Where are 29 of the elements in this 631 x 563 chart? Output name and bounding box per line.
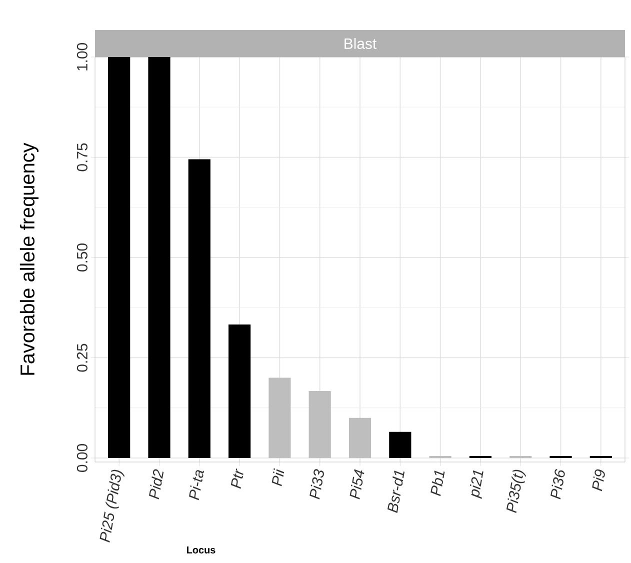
bar bbox=[348, 418, 372, 458]
x-tick-label: Pi25 (Pid3) bbox=[100, 470, 124, 542]
y-tick-label: 0.25 bbox=[76, 344, 88, 372]
x-tick-label: Ptr bbox=[230, 468, 244, 489]
chart-title: Blast bbox=[344, 38, 377, 49]
x-tick-label: Pi-ta bbox=[189, 470, 204, 500]
bar bbox=[108, 56, 130, 458]
bar bbox=[188, 159, 210, 458]
x-tick-label: Pi33 bbox=[310, 469, 324, 500]
y-tick-label: 0.50 bbox=[76, 244, 88, 272]
bar bbox=[308, 391, 331, 458]
y-tick-label: 0.75 bbox=[76, 143, 88, 172]
y-tick-label: 0.00 bbox=[76, 444, 88, 472]
y-axis-title: Favorable allele frequency bbox=[20, 142, 38, 375]
bar bbox=[268, 378, 291, 458]
bar bbox=[148, 56, 170, 458]
x-tick-label: Pii bbox=[272, 468, 284, 486]
y-tick-label: 1.00 bbox=[76, 43, 88, 70]
bar bbox=[389, 432, 412, 458]
bar bbox=[228, 324, 251, 458]
x-tick-label: Pi35(t) bbox=[506, 470, 526, 514]
x-tick-label: Bsr-d1 bbox=[388, 470, 405, 514]
x-tick-label: Pi36 bbox=[550, 468, 565, 500]
x-tick-label: Pi54 bbox=[350, 469, 364, 500]
x-tick-label: Pi9 bbox=[592, 469, 605, 492]
x-tick-label: pi21 bbox=[470, 470, 484, 499]
x-tick-label: Pid2 bbox=[148, 469, 164, 500]
x-axis-title: Locus bbox=[187, 546, 216, 554]
x-tick-label: Pb1 bbox=[430, 470, 445, 496]
